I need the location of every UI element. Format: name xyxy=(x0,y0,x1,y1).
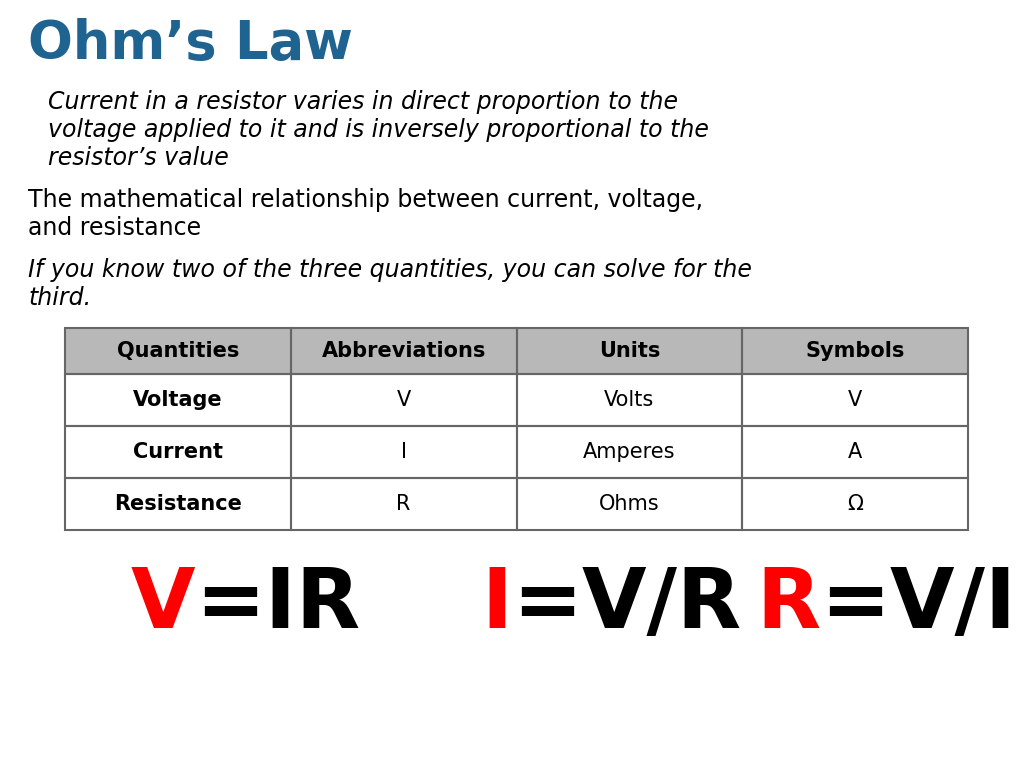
Text: =V/R: =V/R xyxy=(512,564,741,645)
Text: Abbreviations: Abbreviations xyxy=(322,341,485,361)
Text: Ohms: Ohms xyxy=(599,494,659,514)
Bar xyxy=(291,478,516,530)
Bar xyxy=(65,426,291,478)
Bar xyxy=(516,328,742,374)
Bar xyxy=(742,328,968,374)
Text: third.: third. xyxy=(28,286,91,310)
Text: voltage applied to it and is inversely proportional to the: voltage applied to it and is inversely p… xyxy=(48,118,709,142)
Text: A: A xyxy=(848,442,862,462)
Text: Current: Current xyxy=(133,442,223,462)
Bar xyxy=(291,426,516,478)
Bar xyxy=(516,478,742,530)
Text: Volts: Volts xyxy=(604,390,654,410)
Text: I: I xyxy=(481,564,512,645)
Text: Amperes: Amperes xyxy=(583,442,676,462)
Text: Ω: Ω xyxy=(847,494,863,514)
Text: V: V xyxy=(848,390,862,410)
Text: V: V xyxy=(130,564,195,645)
Bar xyxy=(65,328,291,374)
Text: =IR: =IR xyxy=(195,564,360,645)
Text: Voltage: Voltage xyxy=(133,390,222,410)
Text: The mathematical relationship between current, voltage,: The mathematical relationship between cu… xyxy=(28,188,703,212)
Text: If you know two of the three quantities, you can solve for the: If you know two of the three quantities,… xyxy=(28,258,752,282)
Bar xyxy=(742,478,968,530)
Bar xyxy=(742,426,968,478)
Text: Units: Units xyxy=(599,341,660,361)
Bar xyxy=(65,478,291,530)
Bar xyxy=(65,374,291,426)
Text: I: I xyxy=(400,442,407,462)
Bar xyxy=(65,328,968,374)
Bar xyxy=(516,374,742,426)
Text: =V/I: =V/I xyxy=(820,564,1016,645)
Text: Ohm’s Law: Ohm’s Law xyxy=(28,18,353,70)
Text: Current in a resistor varies in direct proportion to the: Current in a resistor varies in direct p… xyxy=(48,90,678,114)
Bar xyxy=(291,328,516,374)
Bar xyxy=(516,426,742,478)
Text: and resistance: and resistance xyxy=(28,216,201,240)
Text: V: V xyxy=(396,390,411,410)
Bar xyxy=(291,374,516,426)
Text: Symbols: Symbols xyxy=(806,341,905,361)
Text: R: R xyxy=(396,494,411,514)
Text: resistor’s value: resistor’s value xyxy=(48,146,228,170)
Text: Quantities: Quantities xyxy=(117,341,239,361)
Bar xyxy=(742,374,968,426)
Text: R: R xyxy=(756,564,820,645)
Text: Resistance: Resistance xyxy=(114,494,242,514)
